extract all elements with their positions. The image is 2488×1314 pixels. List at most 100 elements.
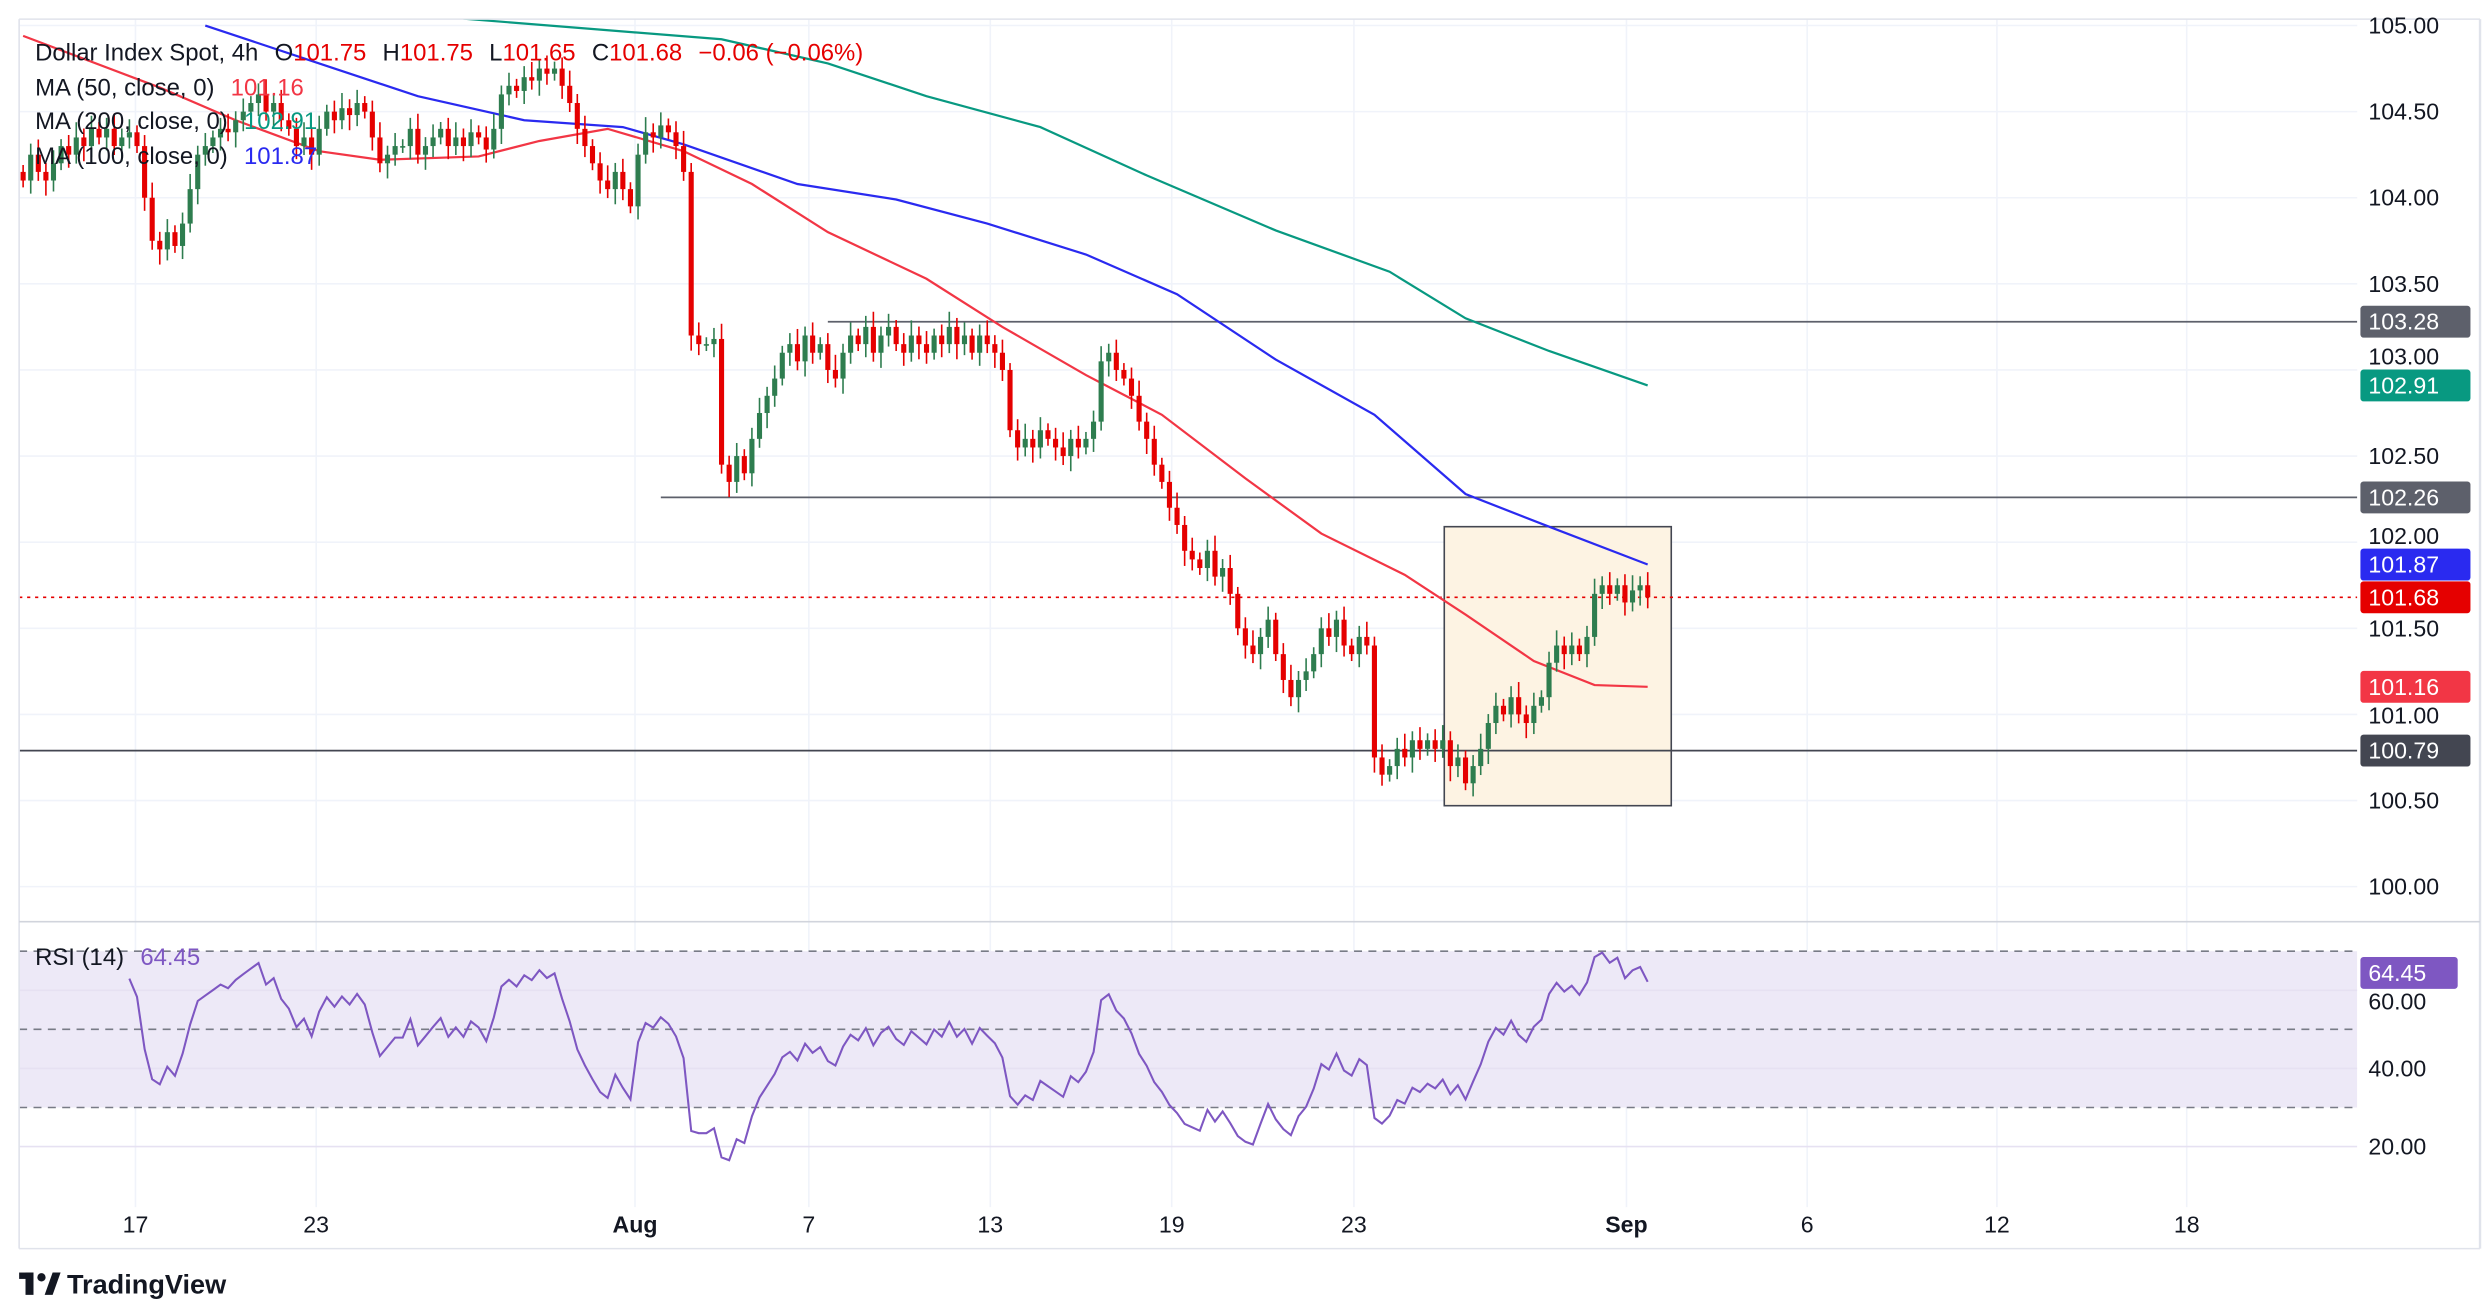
candle-body — [362, 103, 368, 112]
candle-body — [354, 103, 360, 116]
candle-body — [468, 132, 474, 147]
candle — [840, 343, 846, 394]
ma50-legend[interactable]: MA (50, close, 0) 101.16 — [35, 75, 304, 102]
candle — [377, 122, 383, 173]
candle — [756, 397, 763, 448]
candle — [1053, 427, 1059, 461]
candle — [1144, 412, 1150, 455]
level-price-badge: 103.28 — [2360, 305, 2471, 338]
candle — [460, 128, 466, 162]
candle — [1128, 367, 1135, 409]
candle — [1068, 429, 1074, 472]
candle-body — [58, 146, 64, 164]
candle — [362, 96, 368, 119]
candle — [1523, 705, 1529, 739]
candle — [999, 339, 1005, 381]
candle — [574, 94, 580, 145]
candle-body — [1295, 679, 1302, 698]
candle — [726, 455, 732, 498]
candle — [1554, 630, 1560, 672]
candle — [476, 125, 482, 145]
candle-body — [240, 111, 246, 121]
candle — [1212, 535, 1218, 586]
candle — [1090, 410, 1097, 452]
candle — [255, 83, 262, 117]
candle — [1516, 682, 1522, 724]
price-pane[interactable] — [19, 19, 2358, 807]
candle-body — [316, 128, 322, 155]
candle-body — [832, 369, 838, 379]
chart-legend: Dollar Index Spot, 4h O101.75 H101.75 L1… — [35, 40, 863, 971]
candle-body — [1098, 361, 1104, 422]
candle — [1341, 606, 1347, 657]
candle — [1409, 731, 1415, 773]
candle-body — [1022, 438, 1028, 448]
candle — [142, 135, 148, 211]
candle-body — [1144, 421, 1150, 439]
candle — [331, 100, 337, 134]
candle-body — [787, 344, 793, 353]
candle — [445, 117, 451, 160]
ma200-legend[interactable]: MA (200, close, 0) 102.91 — [35, 108, 317, 135]
candle — [1440, 725, 1446, 758]
rsi-axis[interactable]: 20.00 40.00 60.00 — [2368, 989, 2426, 1160]
candle-body — [923, 344, 930, 353]
price-axis[interactable]: 100.00 100.50 101.00 101.50 102.00 102.50 103.… — [2368, 12, 2439, 899]
candle-body — [324, 111, 330, 129]
candle-body — [430, 137, 436, 147]
candle — [1379, 744, 1385, 786]
pane-borders — [18, 18, 2482, 1250]
candle-body — [217, 128, 224, 138]
last-price-badge: 101.68 — [2360, 581, 2471, 614]
candle-body — [1485, 723, 1491, 749]
candle — [217, 117, 224, 151]
rsi-tick-label: 60.00 — [2368, 989, 2426, 1015]
candle-body — [734, 456, 740, 482]
level-price-badge: 102.26 — [2360, 481, 2471, 514]
candle — [1166, 470, 1173, 521]
candle-body — [1341, 619, 1347, 646]
candle-body — [665, 125, 671, 133]
candle-body — [66, 146, 72, 155]
candle-body — [1007, 369, 1013, 431]
rsi-line — [128, 951, 1649, 1162]
candle-body — [627, 189, 634, 207]
rsi-pane[interactable] — [19, 950, 2358, 1162]
candle — [627, 182, 634, 214]
ma-price-badge-text: 102.91 — [2368, 372, 2439, 398]
candle — [438, 121, 444, 145]
candle — [1242, 617, 1248, 659]
rsi-tick-label: 40.00 — [2368, 1055, 2426, 1081]
ma100-legend[interactable]: MA (100, close, 0) 101.87 — [35, 143, 317, 170]
symbol-ohlc-legend[interactable]: Dollar Index Spot, 4h O101.75 H101.75 L1… — [35, 40, 863, 67]
candle-body — [1166, 481, 1173, 508]
candle — [483, 126, 489, 163]
time-axis[interactable]: 17 23 Aug 7 13 19 23 Sep 6 12 18 — [123, 1212, 2200, 1238]
candle — [1303, 658, 1309, 691]
ma50-line — [22, 34, 1648, 688]
candle — [1387, 759, 1393, 782]
candle — [992, 335, 998, 368]
candle-body — [605, 180, 611, 190]
candle-body — [650, 132, 656, 138]
candle — [1478, 733, 1484, 776]
candle-body — [445, 128, 451, 147]
candle — [1311, 647, 1317, 679]
candle — [263, 79, 269, 121]
candle — [1007, 363, 1013, 438]
ma100-label: MA (100, close, 0) — [35, 143, 228, 170]
candle-body — [688, 171, 694, 336]
tradingview-logo[interactable]: TradingView — [19, 1268, 227, 1299]
ma-price-badge: 102.91 — [2360, 369, 2471, 402]
time-tick-label: 23 — [303, 1212, 329, 1238]
candle — [559, 57, 565, 99]
ma-price-badge: 101.87 — [2360, 548, 2471, 581]
candle — [1197, 552, 1203, 575]
rsi-legend[interactable]: RSI (14) 64.45 — [35, 944, 200, 971]
candle — [1584, 625, 1590, 668]
candle — [126, 119, 132, 149]
price-tick-label: 103.50 — [2368, 271, 2439, 297]
candle — [1113, 339, 1119, 381]
candle-body — [643, 132, 649, 155]
